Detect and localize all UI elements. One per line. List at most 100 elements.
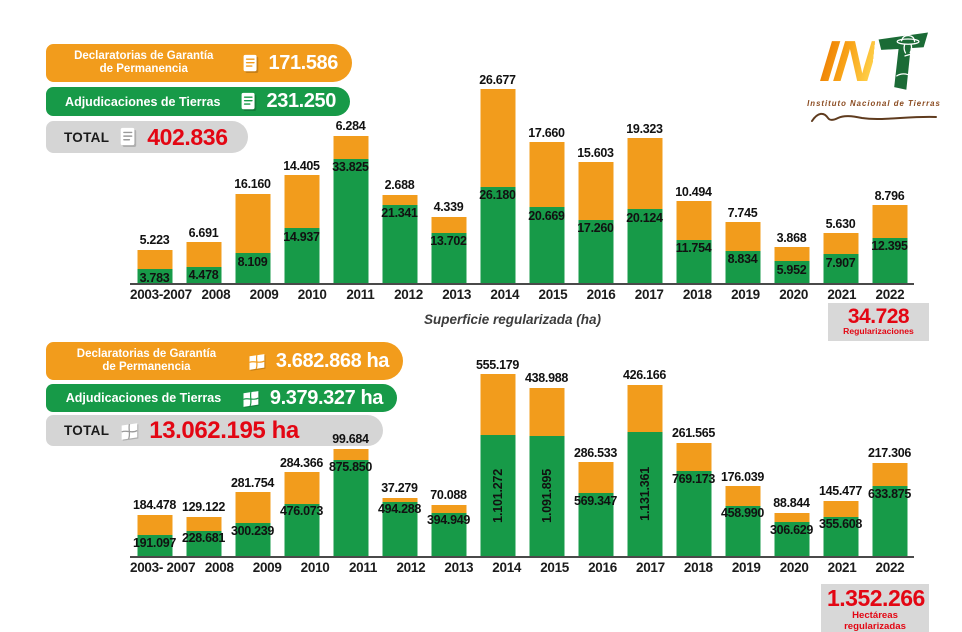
adjudicaciones-value-label: 1.091.895 bbox=[539, 469, 554, 523]
adjudicaciones-segment bbox=[137, 269, 172, 283]
adjudicaciones-value-label: 33.825 bbox=[332, 160, 369, 175]
badge-value: 34.728 bbox=[847, 305, 910, 328]
x-axis-label: 2011 bbox=[346, 287, 375, 302]
declaratorias-value-label: 7.745 bbox=[727, 205, 758, 220]
x-axis-label: 2012 bbox=[394, 287, 423, 302]
chart-regularizaciones-plot: 5.223 3.783 6.691 4.478 16.160 8.109 14.405 14.… bbox=[130, 73, 914, 285]
adjudicaciones-value-label: 355.608 bbox=[818, 517, 863, 532]
legend-declaratorias-count: Declaratorias de Garantía de Permanencia… bbox=[46, 44, 352, 82]
adjudicaciones-value-label: 769.173 bbox=[671, 472, 716, 486]
adjudicaciones-segment bbox=[529, 436, 564, 556]
bar-group-2018: 10.494 11.754 bbox=[669, 87, 718, 283]
declaratorias-value-label: 15.603 bbox=[577, 145, 614, 160]
bar-group-2022: 8.796 12.395 bbox=[865, 87, 914, 283]
stacked-bar bbox=[529, 387, 564, 556]
legend-adjudicaciones-count: Adjudicaciones de Tierras 231.250 bbox=[46, 87, 350, 116]
x-axis-label: 2020 bbox=[779, 287, 809, 302]
x-axis-label: 2012 bbox=[396, 560, 426, 575]
bar-group-2017: 19.323 20.124 bbox=[620, 87, 669, 283]
chart-hectareas-plot: 184.478 191.097 129.122 228.681 281.754 300.2… bbox=[130, 358, 914, 558]
adjudicaciones-segment bbox=[431, 232, 466, 283]
bar-group-2011: 6.284 33.825 bbox=[326, 87, 375, 283]
declaratorias-value-label: 37.279 bbox=[381, 481, 418, 496]
x-axis-label: 2021 bbox=[827, 560, 857, 575]
stacked-bar bbox=[872, 462, 907, 557]
chart-hectareas: 184.478 191.097 129.122 228.681 281.754 300.2… bbox=[130, 358, 914, 575]
bar-group-2018: 261.565 769.173 bbox=[669, 372, 718, 556]
declaratorias-segment bbox=[333, 448, 368, 460]
declaratorias-segment bbox=[676, 442, 711, 472]
stacked-bar bbox=[284, 472, 319, 556]
stacked-bar bbox=[578, 462, 613, 556]
adjudicaciones-segment bbox=[774, 522, 809, 556]
adjudicaciones-value-label: 569.347 bbox=[573, 493, 618, 508]
adjudicaciones-value-label: 7.907 bbox=[825, 255, 856, 270]
adjudicaciones-segment bbox=[872, 486, 907, 556]
declaratorias-segment bbox=[578, 162, 613, 220]
x-axis-label: 2015 bbox=[538, 287, 568, 302]
adjudicaciones-value-label: 306.629 bbox=[769, 522, 814, 537]
declaratorias-value-label: 184.478 bbox=[132, 498, 177, 513]
declaratorias-segment bbox=[431, 504, 466, 513]
x-axis-label: 2016 bbox=[586, 287, 616, 302]
bar-group-2010: 284.366 476.073 bbox=[277, 372, 326, 556]
badge-hectareas: 1.352.266 Hectáreas regularizadas bbox=[821, 584, 929, 632]
adjudicaciones-segment bbox=[382, 204, 417, 283]
x-axis-label: 2013 bbox=[442, 287, 472, 302]
declaratorias-segment bbox=[186, 242, 221, 267]
declaratorias-segment bbox=[823, 233, 858, 254]
adjudicaciones-value-label: 394.949 bbox=[426, 513, 471, 528]
legend-adjudicaciones-value: 9.379.327 ha bbox=[269, 386, 383, 409]
adjudicaciones-value-label: 300.239 bbox=[230, 523, 275, 538]
adjudicaciones-segment bbox=[333, 459, 368, 556]
declaratorias-value-label: 16.160 bbox=[234, 177, 271, 192]
declaratorias-value-label: 4.339 bbox=[433, 200, 464, 215]
adjudicaciones-segment bbox=[186, 266, 221, 283]
legend-total-value: 13.062.195 ha bbox=[149, 416, 299, 444]
land-parcel-icon bbox=[240, 388, 261, 409]
adjudicaciones-segment bbox=[480, 435, 515, 556]
adjudicaciones-value-label: 20.124 bbox=[626, 210, 663, 225]
stacked-bar bbox=[235, 492, 270, 556]
stacked-bar bbox=[480, 374, 515, 556]
bar-group-2010: 14.405 14.937 bbox=[277, 87, 326, 283]
adjudicaciones-segment bbox=[235, 253, 270, 283]
document-icon bbox=[118, 126, 138, 148]
x-axis-label: 2015 bbox=[540, 560, 570, 575]
declaratorias-segment bbox=[480, 374, 515, 435]
stacked-bar bbox=[431, 216, 466, 283]
adjudicaciones-segment bbox=[431, 512, 466, 556]
stacked-bar bbox=[431, 504, 466, 556]
declaratorias-value-label: 217.306 bbox=[867, 446, 912, 460]
chart-regularizaciones-x-axis: 2003-2007 2008 2009 2010 2011 2012 2013 2014 201… bbox=[130, 287, 914, 302]
bar-group-2017: 426.166 1.131.361 bbox=[620, 369, 669, 556]
declaratorias-value-label: 176.039 bbox=[720, 469, 765, 484]
bar-group-2012: 37.279 494.288 bbox=[375, 372, 424, 556]
declaratorias-value-label: 2.688 bbox=[384, 178, 415, 193]
x-axis-label: 2019 bbox=[731, 560, 761, 575]
adjudicaciones-segment bbox=[627, 431, 662, 556]
adjudicaciones-segment bbox=[823, 254, 858, 283]
adjudicaciones-segment bbox=[774, 261, 809, 283]
legend-adjudicaciones-label: Adjudicaciones de Tierras bbox=[56, 95, 230, 109]
bar-group-2019: 7.745 8.834 bbox=[718, 87, 767, 283]
legend-label-line: Declaratorias de Garantía bbox=[76, 348, 217, 361]
bar-group-2021: 145.477 355.608 bbox=[816, 372, 865, 556]
declaratorias-value-label: 70.088 bbox=[430, 488, 467, 503]
x-axis-label: 2008 bbox=[201, 287, 231, 302]
declaratorias-segment bbox=[480, 89, 515, 187]
x-axis-label: 2013 bbox=[444, 560, 474, 575]
badge-caption: Regularizaciones bbox=[843, 326, 914, 336]
stacked-bar bbox=[235, 193, 270, 283]
stacked-bar bbox=[725, 486, 760, 556]
legend-label-line: de Permanencia bbox=[102, 361, 191, 373]
x-axis-label: 2011 bbox=[348, 560, 378, 575]
adjudicaciones-value-label: 8.109 bbox=[237, 254, 268, 269]
adjudicaciones-value-label: 3.783 bbox=[139, 270, 170, 285]
bar-group-2009: 281.754 300.239 bbox=[228, 372, 277, 556]
x-axis-label: 2003-2007 bbox=[130, 287, 192, 302]
adjudicaciones-value-label: 13.702 bbox=[430, 234, 467, 249]
declaratorias-value-label: 129.122 bbox=[181, 500, 226, 515]
legend-total-count: TOTAL 402.836 bbox=[46, 121, 248, 153]
x-axis-label: 2017 bbox=[634, 287, 664, 302]
